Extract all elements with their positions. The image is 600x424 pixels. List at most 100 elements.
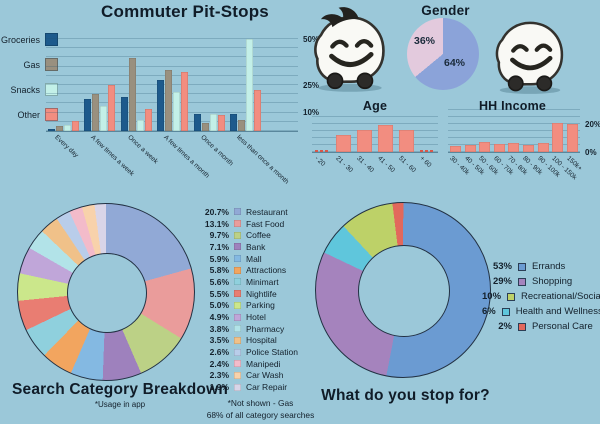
bar-150k	[566, 124, 578, 152]
bar-group	[193, 113, 225, 131]
search-subtitle: *Usage in app	[94, 400, 146, 409]
legend-item: 29% Shopping	[482, 274, 600, 289]
legend-label: Manipedi	[246, 358, 281, 369]
gridline	[312, 123, 438, 124]
legend-item: 3.8% Pharmacy	[193, 323, 333, 335]
legend-item: 5.5% Nightlife	[193, 288, 333, 300]
legend-pct: 20.7%	[204, 206, 229, 217]
bar-3040k	[450, 146, 461, 152]
legend-label: Other	[17, 109, 40, 120]
gender-male-pct-label: 64%	[444, 57, 466, 69]
x-tick-label: 51 - 60	[397, 155, 418, 175]
legend-item: 5.8% Attractions	[193, 264, 333, 276]
legend-label: Personal Care	[532, 321, 593, 332]
legend-swatch	[234, 325, 241, 333]
legend-swatch	[45, 33, 58, 46]
legend-label: Coffee	[246, 230, 271, 241]
x-tick-label: Once a month	[198, 134, 234, 168]
legend-label: Car Wash	[246, 370, 284, 381]
bar-100150k	[552, 122, 564, 152]
gender-female-pct-label: 36%	[414, 35, 436, 47]
bar-group	[48, 120, 79, 131]
legend-swatch	[45, 58, 58, 71]
legend-item: 1.9% Car Repair	[193, 381, 333, 393]
bar-8090k	[523, 145, 534, 152]
legend-swatch	[518, 262, 526, 271]
legend-swatch	[234, 278, 241, 286]
legend-item: 2.6% Police Station	[193, 346, 333, 358]
legend-swatch	[234, 336, 241, 344]
legend-swatch	[234, 208, 241, 216]
legend-label: Hotel	[246, 312, 266, 323]
bar-groceries	[193, 113, 201, 131]
legend-item: 53% Errands	[482, 259, 600, 274]
gridline	[312, 116, 438, 117]
y-tick-label: 50%	[303, 34, 320, 44]
legend-label: Restaurant	[246, 206, 288, 217]
x-tick-label: 41 - 50	[376, 155, 397, 175]
search-footnote-gas: *Not shown - Gas	[227, 398, 294, 408]
gridline	[448, 137, 580, 138]
legend-item: 10% Recreational/Social	[482, 289, 600, 304]
legend-item: 3.5% Hospital	[193, 335, 333, 347]
bar-gas	[201, 122, 209, 131]
bar-other	[72, 120, 79, 131]
x-tick-label: + 60	[418, 155, 433, 170]
legend-pct: 53%	[492, 261, 512, 272]
bar-6070k	[493, 143, 505, 152]
search-donut	[17, 203, 195, 381]
gridline	[312, 137, 438, 138]
legend-pct: 2.6%	[209, 347, 229, 358]
bar-gas	[128, 58, 136, 131]
legend-label: Nightlife	[246, 288, 277, 299]
gender-pie: 36% 64%	[407, 18, 479, 90]
search-legend: 20.7% Restaurant 13.1% Fast Food 9.7% Coffee 7…	[193, 206, 333, 393]
gridline	[448, 109, 580, 110]
bar-20	[315, 149, 330, 152]
legend-item: 5.0% Parking	[193, 300, 333, 312]
pitstops-legend: Groceries Gas Snacks Other	[1, 33, 58, 133]
stops-title: What do you stop for?	[321, 387, 490, 404]
legend-pct: 9.7%	[209, 230, 229, 241]
bar-gas	[92, 94, 100, 131]
stops-legend: 53% Errands 29% Shopping 10% Recreational/Soc…	[482, 259, 600, 334]
legend-swatch	[234, 255, 241, 263]
legend-pct: 5.8%	[209, 265, 229, 276]
legend-swatch	[234, 348, 241, 356]
legend-swatch	[518, 322, 526, 331]
legend-label: Recreational/Social	[521, 291, 600, 302]
legend-item: 5.9% Mall	[193, 253, 333, 265]
legend-pct: 5.9%	[209, 253, 229, 264]
legend-item: 5.6% Minimart	[193, 276, 333, 288]
legend-swatch	[234, 301, 241, 309]
bar-groceries	[157, 80, 165, 131]
bar-groceries	[230, 113, 237, 131]
legend-label: Parking	[246, 300, 275, 311]
legend-pct: 5.6%	[209, 276, 229, 287]
legend-swatch	[234, 313, 241, 321]
legend-item: 9.7% Coffee	[193, 229, 333, 241]
legend-label: Pharmacy	[246, 323, 285, 334]
gridline	[312, 130, 438, 131]
legend-pct: 3.8%	[209, 323, 229, 334]
x-tick-label: Once a week	[126, 134, 159, 166]
bar-other	[217, 115, 225, 131]
legend-swatch	[234, 231, 241, 239]
bar-4050k	[464, 145, 476, 152]
legend-item: Gas	[2, 58, 58, 71]
legend-item: 2% Personal Care	[482, 319, 600, 334]
legend-item: Snacks	[2, 83, 58, 96]
legend-pct: 4.9%	[209, 312, 229, 323]
bar-groceries	[48, 129, 55, 131]
bar-3140	[357, 129, 372, 152]
legend-pct: 13.1%	[204, 218, 229, 229]
legend-label: Mall	[246, 253, 262, 264]
legend-swatch	[45, 83, 58, 96]
waze-female-icon	[314, 7, 385, 92]
bar-groceries	[84, 98, 92, 131]
gridline	[46, 65, 298, 67]
gridline	[312, 151, 438, 152]
age-title: Age	[362, 99, 388, 113]
legend-item: 6% Health and Wellness	[482, 304, 600, 319]
